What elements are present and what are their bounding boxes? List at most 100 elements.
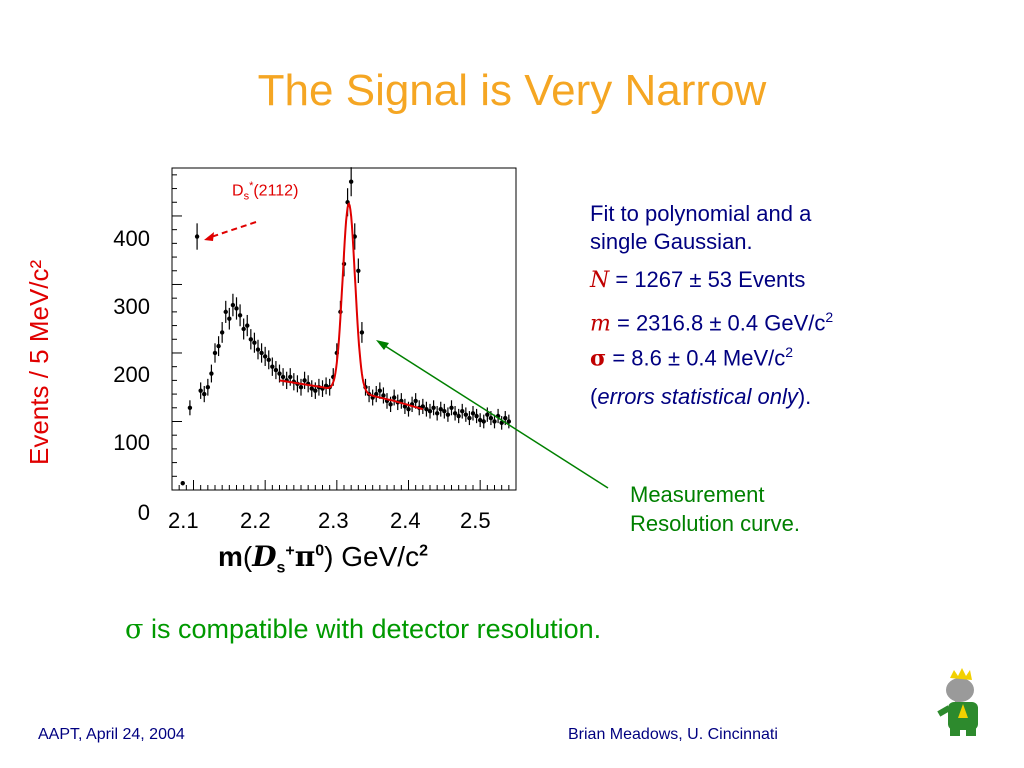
data-point [212, 350, 218, 356]
data-point [305, 381, 311, 387]
data-point [338, 309, 343, 315]
data-point [348, 179, 354, 184]
fit-mass: m = 2316.8 ± 0.4 GeV/c2 [590, 309, 834, 337]
data-point [295, 381, 300, 387]
data-point [384, 398, 390, 404]
data-point [309, 386, 314, 391]
data-point [474, 413, 479, 419]
y-tick-label: 300 [113, 294, 150, 319]
data-point [291, 379, 297, 384]
measurement-resolution-note: Measurement Resolution curve. [630, 480, 800, 538]
data-point [452, 411, 458, 416]
data-point [288, 374, 293, 380]
data-point [427, 409, 433, 414]
x-tick-label: 2.5 [460, 508, 491, 533]
data-point [399, 398, 404, 404]
measurement-line-1: Measurement [630, 482, 765, 507]
data-point [449, 405, 454, 410]
data-point [485, 412, 490, 417]
conclusion-text: σ is compatible with detector resolution… [125, 614, 602, 645]
data-point [255, 347, 261, 352]
data-point [374, 391, 379, 397]
resolution-arrow [381, 343, 609, 489]
data-point [413, 398, 418, 404]
measurement-line-2: Resolution curve. [630, 511, 800, 536]
data-point [227, 316, 232, 321]
footer-left: AAPT, April 24, 2004 [38, 726, 185, 743]
elephant-mascot-icon [937, 668, 978, 736]
data-point [406, 406, 411, 412]
data-point [445, 412, 451, 417]
data-point [463, 412, 469, 417]
data-point [352, 234, 357, 239]
fit-n-events: N = 1267 ± 53 Events [590, 267, 806, 293]
data-point [381, 393, 386, 398]
data-point [438, 406, 443, 412]
data-point [202, 391, 207, 397]
data-point [434, 411, 440, 416]
data-point [503, 415, 508, 421]
slide-title: The Signal is Very Narrow [257, 66, 767, 115]
data-point [323, 383, 329, 389]
data-point [216, 343, 221, 349]
data-point [492, 419, 497, 424]
resolution-arrow-head [376, 340, 389, 350]
x-tick-marks [178, 480, 517, 490]
data-point [241, 326, 246, 332]
data-point [237, 313, 243, 318]
data-point [402, 404, 408, 409]
y-tick-label: 0 [137, 500, 150, 525]
data-point [280, 374, 286, 380]
data-point [366, 391, 372, 397]
data-point [377, 388, 383, 393]
data-point [230, 302, 236, 308]
y-axis-label: Events / 5 MeV/c² [24, 259, 54, 465]
data-point [187, 405, 193, 410]
data-point [316, 385, 322, 390]
data-point [252, 340, 257, 345]
y-tick-label: 100 [113, 430, 150, 455]
data-point [456, 413, 461, 419]
data-points [180, 167, 512, 486]
data-point [417, 405, 422, 410]
ds-arrow [207, 221, 257, 239]
data-point [273, 367, 279, 373]
x-tick-label: 2.4 [390, 508, 421, 533]
ds-star-label: Ds*(2112) [232, 180, 299, 203]
data-point [488, 415, 494, 421]
data-point [331, 374, 336, 380]
data-point [194, 234, 200, 239]
data-point [409, 402, 415, 407]
data-point [420, 404, 426, 409]
y-tick-label: 400 [113, 226, 150, 251]
data-point [506, 419, 512, 424]
data-point [327, 385, 332, 390]
data-point [460, 409, 465, 414]
data-point [180, 480, 185, 486]
x-axis-label: m(Ds+π0) GeV/c2 [218, 540, 428, 577]
data-point [245, 323, 250, 328]
data-point [205, 385, 211, 390]
plot-frame [171, 167, 517, 491]
data-point [359, 330, 365, 335]
data-point [277, 371, 282, 376]
data-point [219, 330, 225, 335]
y-tick-label: 200 [113, 362, 150, 387]
data-point [334, 350, 340, 356]
data-point [481, 419, 486, 424]
fit-errors-note: (errors statistical only). [590, 383, 812, 409]
data-point [431, 405, 436, 410]
data-point [298, 385, 304, 390]
data-point [395, 400, 400, 405]
data-point [345, 200, 350, 205]
fit-results: Fit to polynomial and a single Gaussian.… [590, 200, 930, 411]
fit-description-1: Fit to polynomial and a [590, 201, 812, 226]
data-point [341, 261, 347, 267]
fit-curve [279, 202, 424, 411]
data-point [388, 402, 393, 407]
y-tick-marks [172, 174, 182, 491]
data-point [442, 409, 447, 414]
data-point [234, 306, 239, 311]
data-point [470, 411, 476, 416]
data-point [209, 371, 214, 376]
